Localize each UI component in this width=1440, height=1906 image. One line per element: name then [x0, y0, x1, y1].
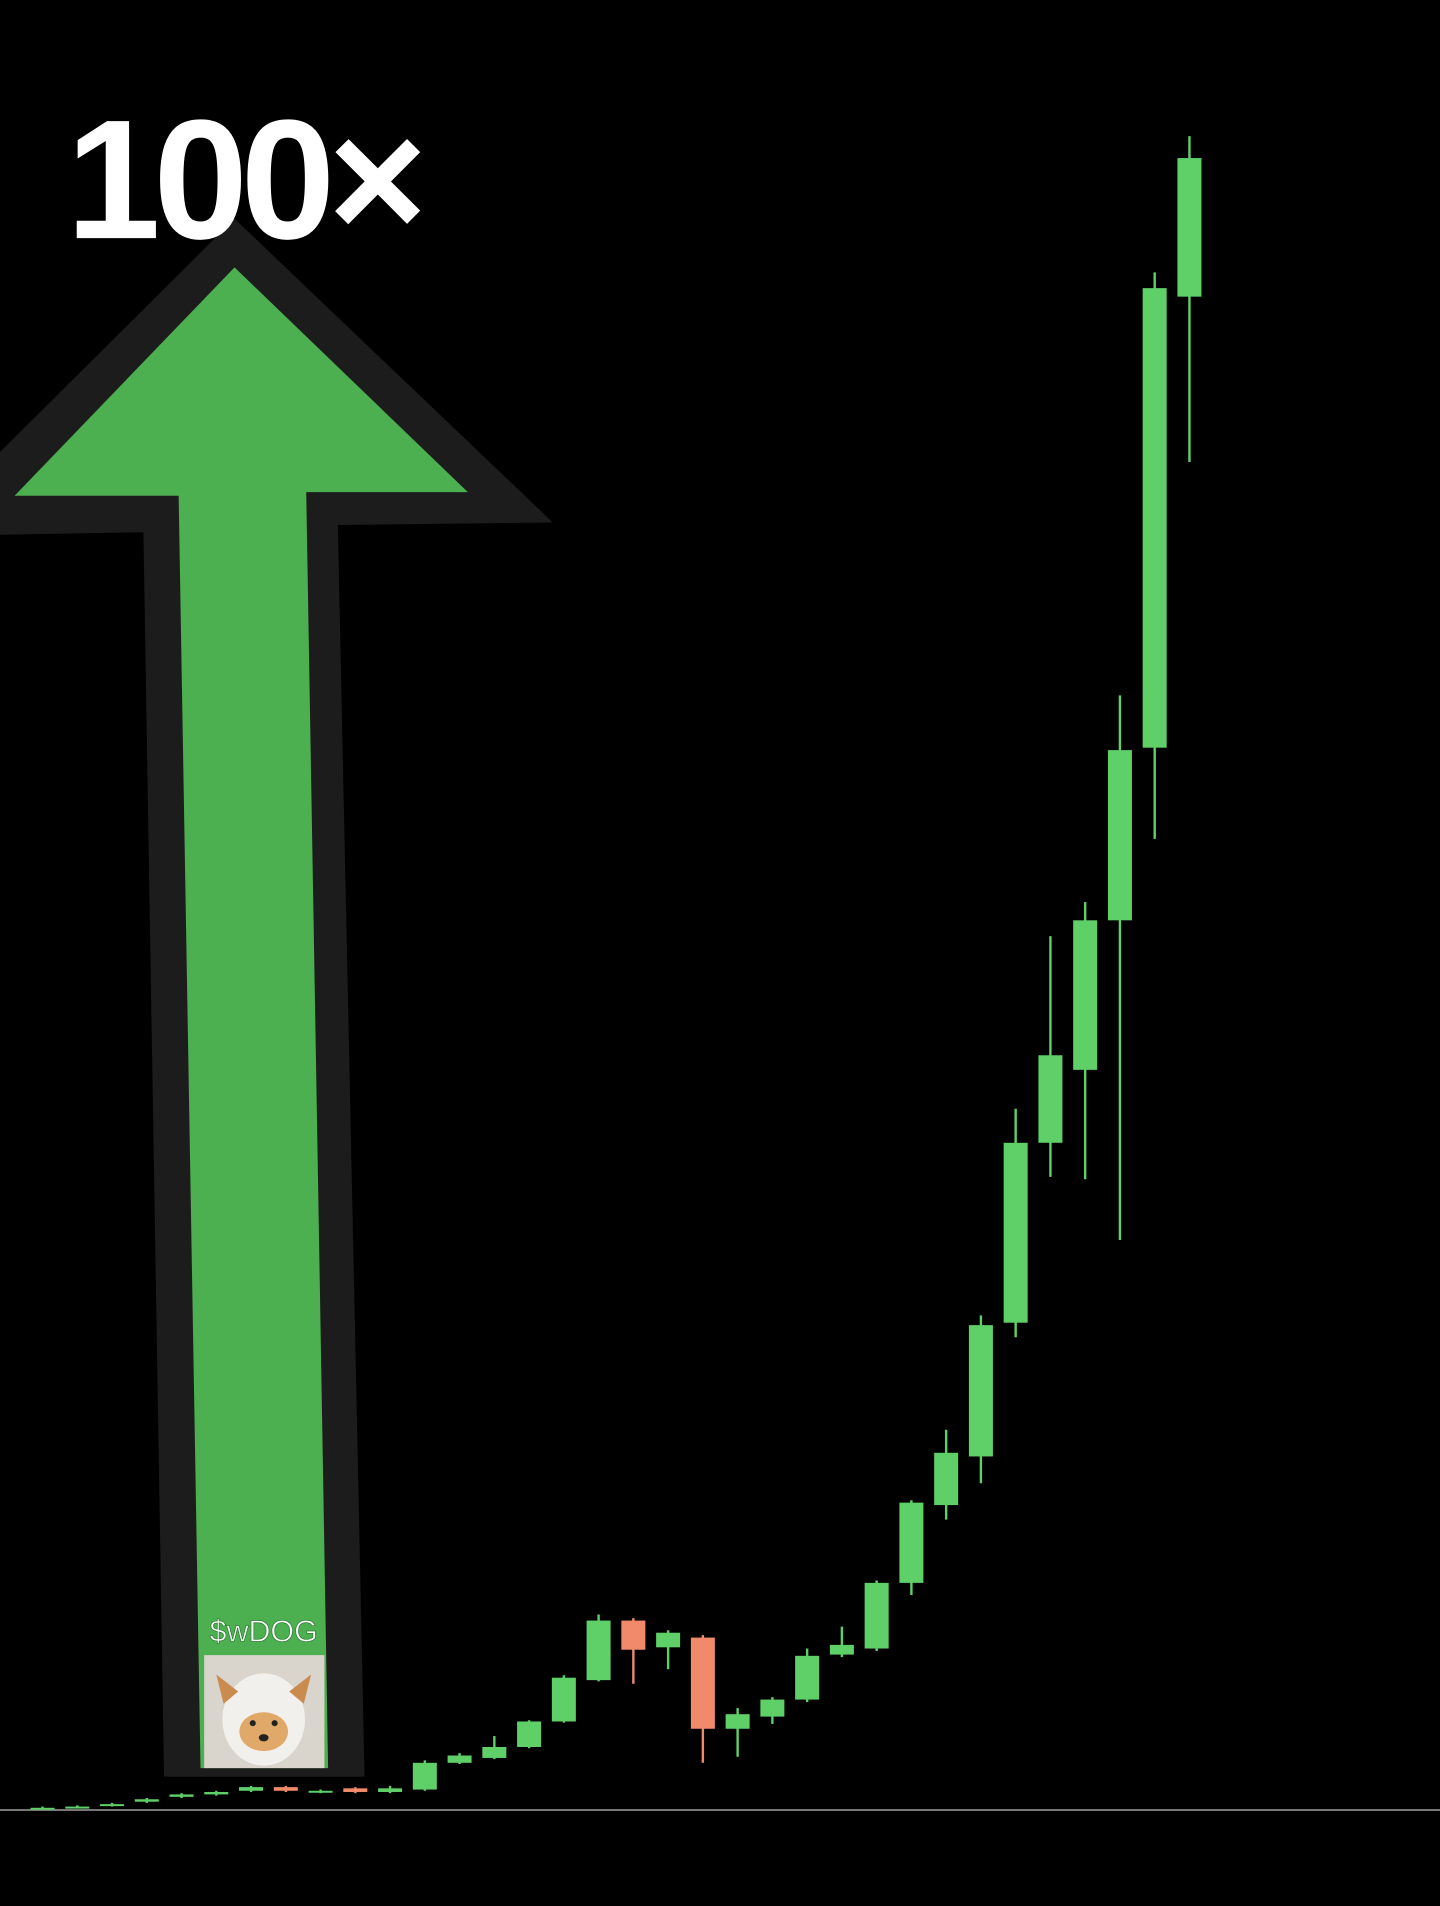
candle-body — [934, 1452, 959, 1506]
arrow — [14, 267, 468, 1769]
candle-body — [829, 1644, 854, 1655]
candle-body — [968, 1325, 993, 1457]
candle-body — [1003, 1142, 1028, 1323]
candle-body — [586, 1620, 611, 1681]
candle-body — [517, 1721, 542, 1747]
headline: 100× — [66, 85, 421, 275]
candle-body — [1038, 1055, 1063, 1143]
candle-body — [412, 1762, 437, 1790]
candle-body — [551, 1677, 576, 1722]
token-avatar — [204, 1655, 325, 1769]
candle-body — [204, 1791, 229, 1795]
candle-body — [1142, 288, 1167, 748]
ticker-label: $wDOG — [210, 1615, 318, 1649]
candle-body — [656, 1632, 681, 1648]
candle-body — [899, 1502, 924, 1583]
candle-body — [100, 1804, 125, 1807]
candle-body — [447, 1755, 472, 1763]
candle-body — [864, 1582, 889, 1649]
candle-body — [343, 1788, 368, 1792]
candle-body — [308, 1790, 333, 1793]
candle-body — [621, 1620, 646, 1650]
candle-body — [378, 1788, 403, 1792]
candle-body — [795, 1655, 820, 1700]
arrow-group: 100× $wDOG — [0, 85, 553, 1777]
candle-body — [690, 1637, 715, 1729]
candle-body — [169, 1794, 194, 1797]
candle-body — [1177, 158, 1202, 297]
candle-body — [1073, 920, 1098, 1070]
avatar-face — [239, 1712, 289, 1752]
candle-body — [65, 1806, 90, 1809]
candle-body — [1107, 750, 1132, 921]
avatar-eye — [271, 1720, 278, 1727]
candle-body — [273, 1787, 298, 1791]
avatar-ear — [216, 1674, 239, 1704]
candle-body — [760, 1699, 785, 1717]
candle-body — [482, 1746, 507, 1758]
avatar-nose — [258, 1734, 269, 1742]
candle-body — [30, 1807, 55, 1810]
candle-body — [725, 1714, 750, 1729]
candle-body — [239, 1787, 264, 1791]
candle-body — [134, 1799, 159, 1802]
avatar-eye — [249, 1720, 256, 1727]
candles — [30, 136, 1202, 1810]
